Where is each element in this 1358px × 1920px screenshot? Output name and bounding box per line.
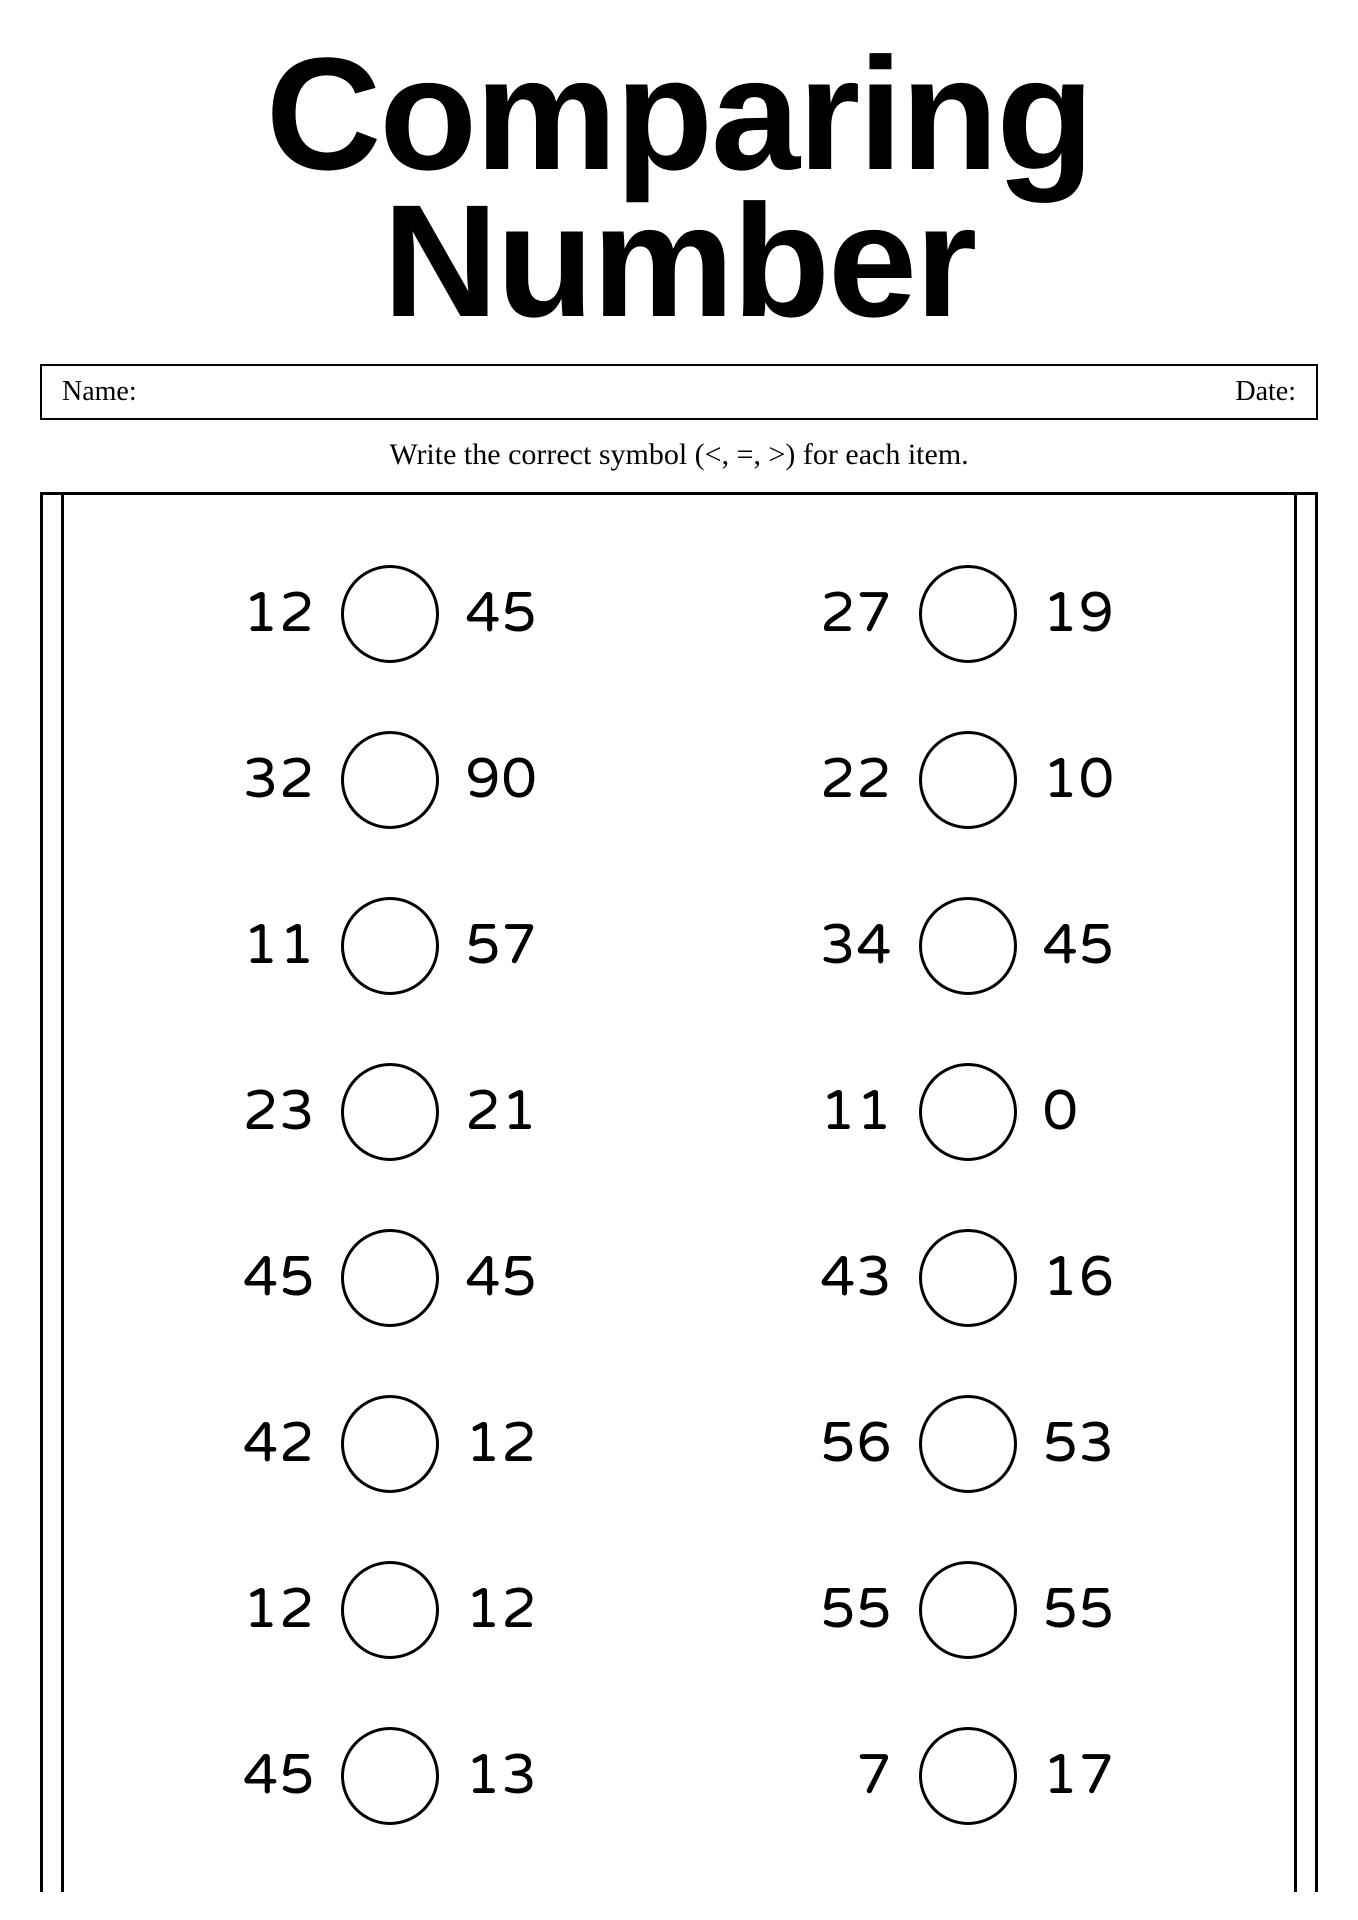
answer-circle[interactable] (919, 731, 1017, 829)
answer-circle[interactable] (341, 1727, 439, 1825)
problem-row: 32 90 (124, 731, 657, 829)
number-right: 21 (465, 1079, 575, 1146)
problem-row: 34 45 (701, 897, 1234, 995)
answer-circle[interactable] (341, 565, 439, 663)
number-right: 10 (1043, 747, 1153, 814)
problems-frame-inner: 12 45 32 90 11 57 23 (61, 495, 1297, 1892)
answer-circle[interactable] (341, 1063, 439, 1161)
answer-circle[interactable] (919, 1561, 1017, 1659)
answer-circle[interactable] (919, 1063, 1017, 1161)
number-left: 32 (205, 747, 315, 814)
answer-circle[interactable] (341, 731, 439, 829)
problem-row: 22 10 (701, 731, 1234, 829)
answer-circle[interactable] (341, 1561, 439, 1659)
number-right: 19 (1043, 581, 1153, 648)
number-left: 11 (783, 1079, 893, 1146)
problem-row: 45 45 (124, 1229, 657, 1327)
number-left: 12 (205, 1577, 315, 1644)
number-left: 23 (205, 1079, 315, 1146)
number-left: 43 (783, 1245, 893, 1312)
answer-circle[interactable] (919, 897, 1017, 995)
problem-row: 45 13 (124, 1727, 657, 1825)
answer-circle[interactable] (919, 1229, 1017, 1327)
number-left: 45 (205, 1743, 315, 1810)
number-left: 7 (783, 1743, 893, 1810)
number-left: 45 (205, 1245, 315, 1312)
problem-row: 7 17 (701, 1727, 1234, 1825)
problem-row: 11 57 (124, 897, 657, 995)
problem-row: 11 0 (701, 1063, 1234, 1161)
worksheet-title: Comparing Number (40, 40, 1318, 334)
number-right: 57 (465, 913, 575, 980)
number-left: 42 (205, 1411, 315, 1478)
instruction-text: Write the correct symbol (<, =, >) for e… (40, 438, 1318, 472)
date-label: Date: (1235, 376, 1296, 408)
number-left: 11 (205, 913, 315, 980)
problem-row: 27 19 (701, 565, 1234, 663)
number-right: 90 (465, 747, 575, 814)
problem-row: 12 45 (124, 565, 657, 663)
problems-frame: 12 45 32 90 11 57 23 (40, 492, 1318, 1892)
number-left: 22 (783, 747, 893, 814)
title-line-2: Number (40, 187, 1318, 334)
number-right: 45 (465, 581, 575, 648)
number-left: 27 (783, 581, 893, 648)
number-left: 34 (783, 913, 893, 980)
answer-circle[interactable] (341, 897, 439, 995)
number-right: 12 (465, 1411, 575, 1478)
number-right: 12 (465, 1577, 575, 1644)
number-right: 45 (465, 1245, 575, 1312)
number-left: 56 (783, 1411, 893, 1478)
answer-circle[interactable] (919, 565, 1017, 663)
problem-row: 23 21 (124, 1063, 657, 1161)
number-right: 45 (1043, 913, 1153, 980)
problem-row: 12 12 (124, 1561, 657, 1659)
number-right: 16 (1043, 1245, 1153, 1312)
problems-columns: 12 45 32 90 11 57 23 (124, 565, 1234, 1892)
number-left: 55 (783, 1577, 893, 1644)
number-left: 12 (205, 581, 315, 648)
worksheet-page: Comparing Number Name: Date: Write the c… (0, 0, 1358, 1892)
right-column: 27 19 22 10 34 45 11 (701, 565, 1234, 1892)
answer-circle[interactable] (919, 1395, 1017, 1493)
number-right: 53 (1043, 1411, 1153, 1478)
name-label: Name: (62, 376, 137, 408)
number-right: 17 (1043, 1743, 1153, 1810)
problem-row: 42 12 (124, 1395, 657, 1493)
answer-circle[interactable] (341, 1395, 439, 1493)
problem-row: 56 53 (701, 1395, 1234, 1493)
number-right: 0 (1043, 1079, 1153, 1146)
info-bar: Name: Date: (40, 364, 1318, 420)
number-right: 13 (465, 1743, 575, 1810)
problem-row: 55 55 (701, 1561, 1234, 1659)
number-right: 55 (1043, 1577, 1153, 1644)
answer-circle[interactable] (341, 1229, 439, 1327)
left-column: 12 45 32 90 11 57 23 (124, 565, 657, 1892)
problem-row: 43 16 (701, 1229, 1234, 1327)
answer-circle[interactable] (919, 1727, 1017, 1825)
title-line-1: Comparing (40, 40, 1318, 187)
